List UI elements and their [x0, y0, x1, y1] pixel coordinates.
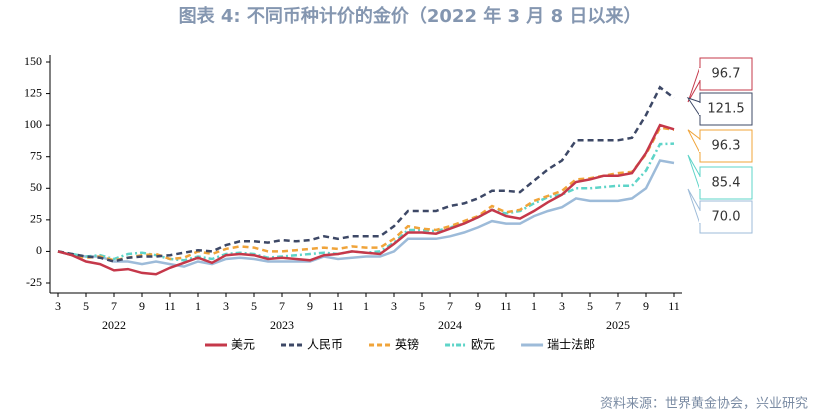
data-label: 70.0 [712, 210, 741, 225]
y-tick-label: 0 [36, 243, 42, 257]
x-tick-label: 9 [307, 299, 313, 313]
legend-label: 欧元 [471, 338, 495, 352]
callout-box [699, 129, 753, 163]
x-tick-label: 5 [419, 299, 425, 313]
x-tick-label: 1 [363, 299, 369, 313]
x-tick-label: 3 [559, 299, 565, 313]
x-tick-label: 9 [139, 299, 145, 313]
series-line [57, 85, 675, 263]
series-line [57, 126, 675, 262]
x-tick-label: 3 [55, 299, 61, 313]
x-tick-label: 1 [195, 299, 201, 313]
callout-pointer [686, 97, 701, 118]
callout-box [699, 166, 753, 200]
callout-box [699, 57, 753, 91]
x-tick-label: 11 [164, 299, 176, 313]
x-tick-label: 7 [279, 299, 285, 313]
x-tick-label: 1 [531, 299, 537, 313]
x-tick-label: 11 [332, 299, 344, 313]
y-tick-label: 75 [30, 148, 42, 162]
x-tick-label: 5 [83, 299, 89, 313]
legend-label: 人民币 [307, 338, 343, 352]
x-tick-label: 9 [643, 299, 649, 313]
x-tick-label: 7 [447, 299, 453, 313]
x-tick-label: 7 [615, 299, 621, 313]
y-tick-label: -25 [26, 275, 42, 289]
x-tick-label: 5 [251, 299, 257, 313]
series-line [57, 159, 675, 268]
callout-pointer [687, 66, 701, 103]
x-tick-label: 3 [391, 299, 397, 313]
x-tick-label: 11 [500, 299, 512, 313]
chart-title: 图表 4: 不同币种计价的金价（2022 年 3 月 8 日以来） [179, 5, 642, 27]
x-tick-label: 3 [223, 299, 229, 313]
y-tick-label: 100 [24, 117, 42, 131]
data-label: 85.4 [712, 176, 741, 191]
x-tick-label: 7 [111, 299, 117, 313]
legend-label: 瑞士法郎 [547, 338, 595, 352]
x-tick-label: 11 [668, 299, 680, 313]
x-group-label: 2022 [102, 318, 126, 332]
y-tick-label: 125 [24, 85, 42, 99]
data-label: 96.7 [712, 67, 741, 82]
legend-label: 美元 [231, 338, 255, 352]
callout-box [699, 92, 753, 126]
callout-box [699, 200, 753, 234]
x-tick-label: 9 [475, 299, 481, 313]
y-tick-label: 50 [30, 180, 42, 194]
data-label: 96.3 [712, 139, 741, 154]
callout-pointer [687, 154, 701, 191]
series-line [57, 142, 675, 262]
x-group-label: 2023 [270, 318, 294, 332]
x-tick-label: 5 [587, 299, 593, 313]
callout-pointer [687, 129, 701, 154]
y-tick-label: 150 [24, 54, 42, 68]
y-tick-label: 25 [30, 212, 42, 226]
data-label: 121.5 [707, 102, 744, 117]
legend-label: 英镑 [395, 337, 419, 352]
x-group-label: 2024 [438, 318, 462, 332]
x-group-label: 2025 [606, 318, 630, 332]
series-line [57, 123, 675, 276]
callout-pointer [687, 188, 701, 225]
source: 资料来源：世界黄金协会，兴业研究 [600, 396, 808, 412]
